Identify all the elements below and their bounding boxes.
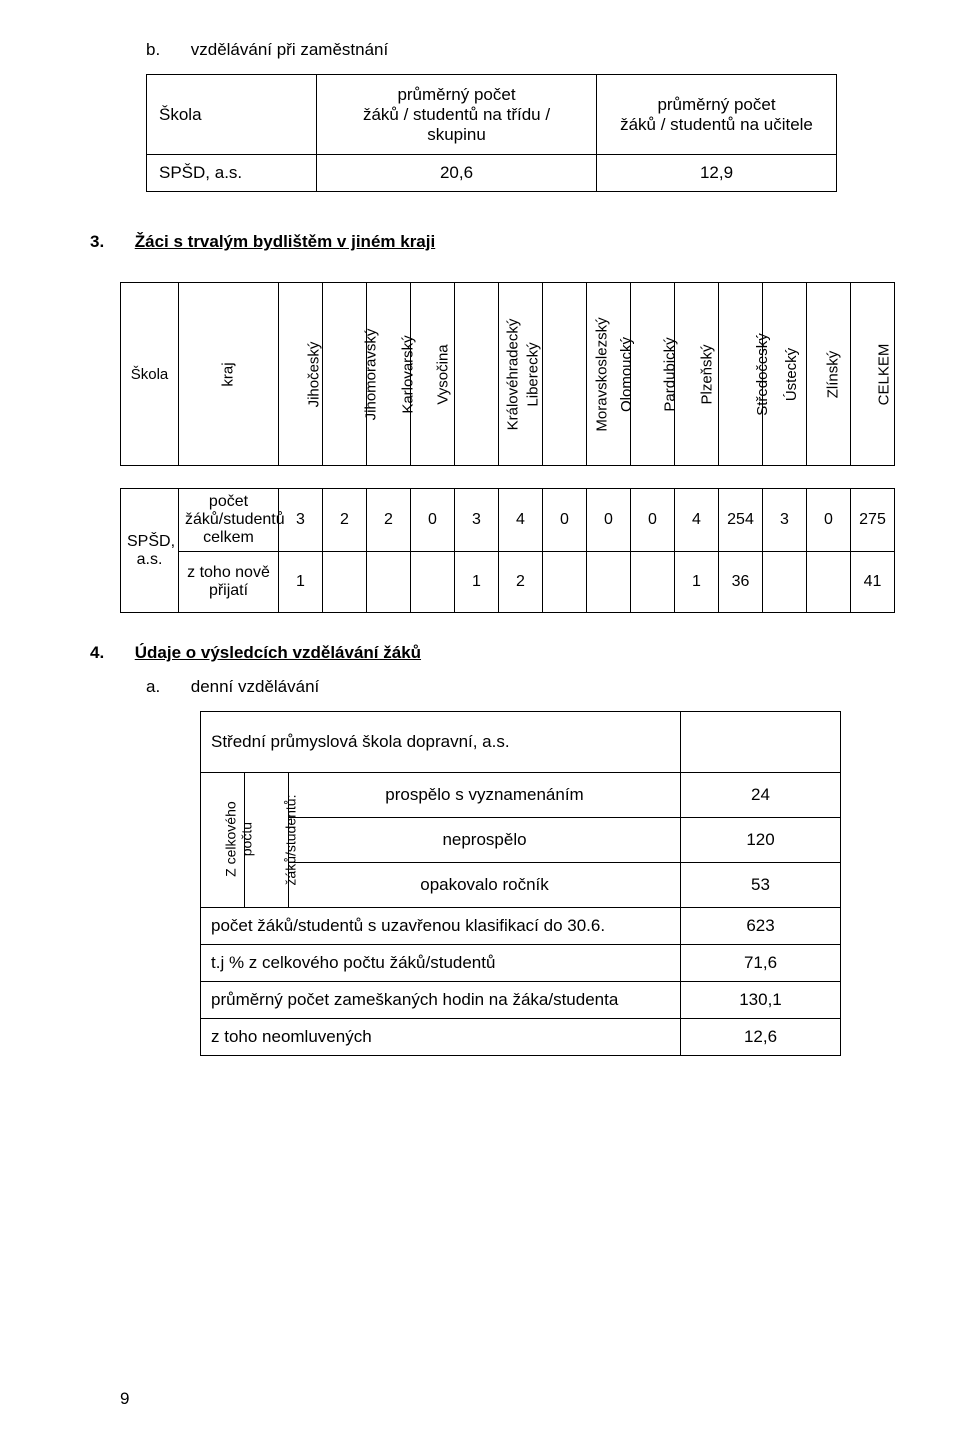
t2-col-8: Pardubický <box>631 283 675 466</box>
t3-top2-val: 53 <box>681 863 841 908</box>
section4-num: 4. <box>90 643 130 663</box>
t2-kraj-rot: kraj <box>220 362 237 386</box>
t2-r1c7 <box>587 552 631 613</box>
t1-row-school: SPŠD, a.s. <box>147 155 317 192</box>
t2-r1c10: 36 <box>719 552 763 613</box>
section3-title: Žáci s trvalým bydlištěm v jiném kraji <box>135 232 435 251</box>
t2-r0c7: 0 <box>587 489 631 552</box>
t3-title: Střední průmyslová škola dopravní, a.s. <box>201 712 681 773</box>
t2-row-1: z toho nově přijatí 1 1 2 1 36 41 <box>121 552 895 613</box>
t3-bot3-label: z toho neomluvených <box>201 1019 681 1056</box>
t2-r0c0: 3 <box>279 489 323 552</box>
t2-r1c13: 41 <box>851 552 895 613</box>
t3-bot1-val: 71,6 <box>681 945 841 982</box>
t3-bot-1: t.j % z celkového počtu žáků/studentů 71… <box>201 945 841 982</box>
t3-title-row: Střední průmyslová škola dopravní, a.s. <box>201 712 841 773</box>
t2-school-cell: SPŠD, a.s. <box>121 489 179 613</box>
section-letter: b. <box>146 40 186 60</box>
t2-col-3: Vysočina <box>411 283 455 466</box>
table-kraj: Škola kraj Jihočeský Jihomoravský Karlov… <box>120 282 895 613</box>
t2-head-row: Škola kraj Jihočeský Jihomoravský Karlov… <box>121 283 895 466</box>
t2-r0c9: 4 <box>675 489 719 552</box>
table-kraj-wrap: Škola kraj Jihočeský Jihomoravský Karlov… <box>120 282 880 613</box>
t3-top1-val: 120 <box>681 818 841 863</box>
section-a2: a. denní vzdělávání <box>146 677 880 697</box>
t2-row0-label: počet žáků/studentů celkem <box>179 489 279 552</box>
t3-bot1-label: t.j % z celkového počtu žáků/studentů <box>201 945 681 982</box>
t2-r1c0: 1 <box>279 552 323 613</box>
t2-r0c12: 0 <box>807 489 851 552</box>
t2-row1-label: z toho nově přijatí <box>179 552 279 613</box>
t2-r0c4: 3 <box>455 489 499 552</box>
t2-r1c11 <box>763 552 807 613</box>
t2-r1c6 <box>543 552 587 613</box>
section-title: vzdělávání při zaměstnání <box>191 40 389 59</box>
table-avg-students: Škola průměrný počet žáků / studentů na … <box>146 74 837 192</box>
t1-head-teacher: průměrný počet žáků / studentů na učitel… <box>597 75 837 155</box>
t2-col-1: Jihomoravský <box>323 283 367 466</box>
t3-bot2-label: průměrný počet zameškaných hodin na žáka… <box>201 982 681 1019</box>
t2-r1c5: 2 <box>499 552 543 613</box>
t3-bot3-val: 12,6 <box>681 1019 841 1056</box>
t3-bot2-val: 130,1 <box>681 982 841 1019</box>
t3-top2-label: opakovalo ročník <box>289 863 681 908</box>
t2-r1c1 <box>323 552 367 613</box>
t2-r0c5: 4 <box>499 489 543 552</box>
t3-top-0: Z celkového počtu žáků/studentů: prospěl… <box>201 773 841 818</box>
t2-r0c2: 2 <box>367 489 411 552</box>
t1-row-teacher: 12,9 <box>597 155 837 192</box>
t3-rot2: žáků/studentů: <box>282 795 298 886</box>
section-a2-title: denní vzdělávání <box>191 677 320 696</box>
t2-row-0: SPŠD, a.s. počet žáků/studentů celkem 3 … <box>121 489 895 552</box>
t2-r0c13: 275 <box>851 489 895 552</box>
page-number: 9 <box>120 1389 129 1409</box>
section4-title: Údaje o výsledcích vzdělávání žáků <box>135 643 421 662</box>
t2-r1c3 <box>411 552 455 613</box>
t2-r1c4: 1 <box>455 552 499 613</box>
t2-col-4: Královéhradecký <box>455 283 499 466</box>
t2-col-10: Středočeský <box>719 283 763 466</box>
t2-head-school: Škola <box>121 283 179 466</box>
t2-r0c6: 0 <box>543 489 587 552</box>
t3-bot-0: počet žáků/studentů s uzavřenou klasifik… <box>201 908 841 945</box>
section-4: 4. Údaje o výsledcích vzdělávání žáků <box>90 643 880 663</box>
t3-bot-3: z toho neomluvených 12,6 <box>201 1019 841 1056</box>
t2-head-kraj: kraj <box>179 283 279 466</box>
t3-top1-label: neprospělo <box>289 818 681 863</box>
t3-bot0-label: počet žáků/studentů s uzavřenou klasifik… <box>201 908 681 945</box>
t3-top0-label: prospělo s vyznamenáním <box>289 773 681 818</box>
t2-col-13: CELKEM <box>851 283 895 466</box>
t1-head-group: průměrný počet žáků / studentů na třídu … <box>317 75 597 155</box>
t2-col-12: Zlínský <box>807 283 851 466</box>
section-a2-letter: a. <box>146 677 186 697</box>
t2-r0c8: 0 <box>631 489 675 552</box>
t3-bot-2: průměrný počet zameškaných hodin na žáka… <box>201 982 841 1019</box>
t2-r0c3: 0 <box>411 489 455 552</box>
t2-col-9: Plzeňský <box>675 283 719 466</box>
t1-head-school: Škola <box>147 75 317 155</box>
t2-spacer <box>121 466 895 489</box>
t2-r0c11: 3 <box>763 489 807 552</box>
section-3: 3. Žáci s trvalým bydlištěm v jiném kraj… <box>90 232 880 252</box>
t2-r1c9: 1 <box>675 552 719 613</box>
t3-title-empty <box>681 712 841 773</box>
t3-rot1-cell: Z celkového počtu <box>201 773 245 908</box>
t2-r0c10: 254 <box>719 489 763 552</box>
t2-r1c2 <box>367 552 411 613</box>
t2-col-0: Jihočeský <box>279 283 323 466</box>
t3-bot0-val: 623 <box>681 908 841 945</box>
t2-r0c1: 2 <box>323 489 367 552</box>
t2-r1c8 <box>631 552 675 613</box>
t3-rot1: Z celkového počtu <box>223 801 255 876</box>
table-results: Střední průmyslová škola dopravní, a.s. … <box>200 711 841 1056</box>
t3-top0-val: 24 <box>681 773 841 818</box>
t2-col-6: Moravskoslezský <box>543 283 587 466</box>
t1-row-group: 20,6 <box>317 155 597 192</box>
section-b: b. vzdělávání při zaměstnání <box>146 40 880 60</box>
t2-r1c12 <box>807 552 851 613</box>
section3-num: 3. <box>90 232 130 252</box>
